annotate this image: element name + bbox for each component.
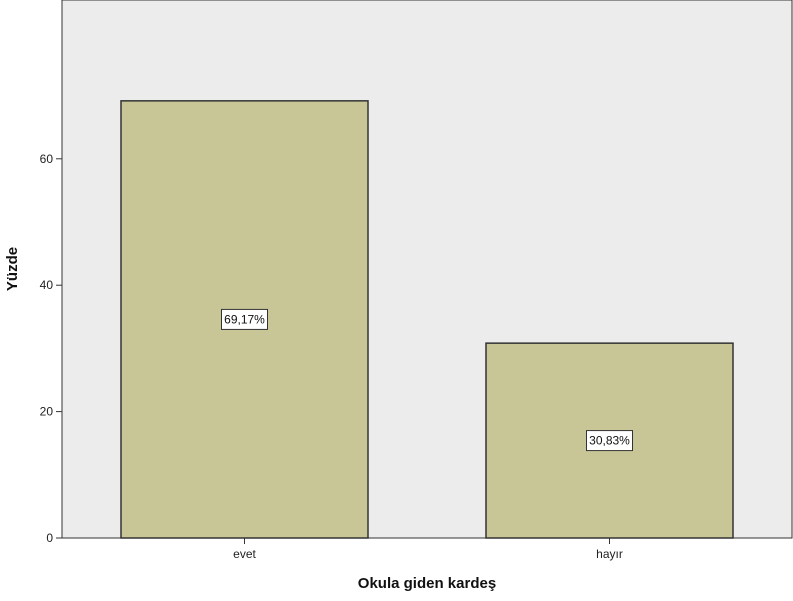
data-label-box-evet [221, 308, 268, 330]
x-tick-label-hayır: hayır [596, 547, 623, 561]
y-tick-label-20: 20 [40, 405, 54, 419]
y-axis-title: Yüzde [4, 247, 21, 291]
x-axis: evet hayır [233, 538, 623, 561]
x-axis-title: Okula giden kardeş [358, 575, 496, 592]
y-tick-label-0: 0 [46, 531, 53, 545]
data-labels-layer: 69,17% 30,83% [221, 308, 633, 452]
y-tick-label-60: 60 [40, 152, 54, 166]
x-tick-label-evet: evet [233, 547, 256, 561]
data-label-hayır: 30,83% [589, 434, 630, 448]
data-label-evet: 69,17% [224, 312, 265, 326]
y-axis: 0 20 40 60 [40, 152, 62, 545]
data-label-box-hayır [586, 430, 633, 452]
y-tick-label-40: 40 [40, 278, 54, 292]
